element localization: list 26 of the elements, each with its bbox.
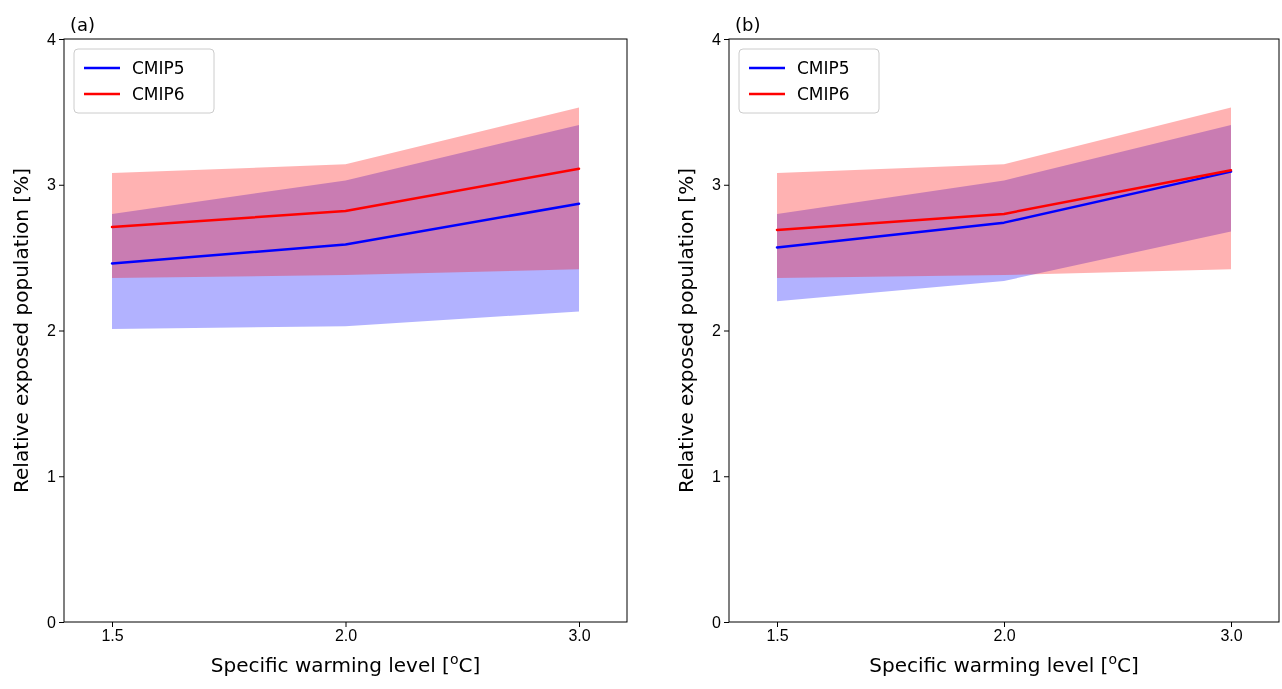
legend-label: CMIP6 <box>132 84 185 104</box>
y-tick-label: 4 <box>712 30 722 48</box>
legend-label: CMIP5 <box>132 58 185 78</box>
y-tick-label: 3 <box>712 176 722 194</box>
x-tick-label: 3.0 <box>1220 627 1243 645</box>
y-axis-title: Relative exposed population [%] <box>674 168 698 493</box>
y-tick-label: 0 <box>712 613 722 631</box>
x-tick-label: 1.5 <box>766 627 789 645</box>
chart-title: (b) <box>735 14 761 35</box>
legend-label: CMIP6 <box>797 84 850 104</box>
y-tick-label: 0 <box>47 613 57 631</box>
x-tick-label: 2.0 <box>334 627 358 645</box>
y-axis-title: Relative exposed population [%] <box>9 168 33 493</box>
chart-title: (a) <box>70 14 96 35</box>
y-tick-label: 2 <box>47 322 57 340</box>
y-tick-label: 2 <box>712 322 722 340</box>
legend-label: CMIP5 <box>797 58 850 78</box>
x-tick-label: 3.0 <box>568 627 591 645</box>
x-axis-title: Specific warming level [$^{o}$C] <box>210 651 481 677</box>
y-tick-label: 4 <box>47 30 57 48</box>
y-tick-label: 1 <box>47 467 57 485</box>
y-tick-label: 1 <box>712 467 722 485</box>
x-axis-title: Specific warming level [$^{o}$C] <box>869 651 1139 677</box>
y-tick-label: 3 <box>47 176 57 194</box>
x-tick-label: 2.0 <box>993 627 1016 645</box>
x-tick-label: 1.5 <box>101 627 124 645</box>
